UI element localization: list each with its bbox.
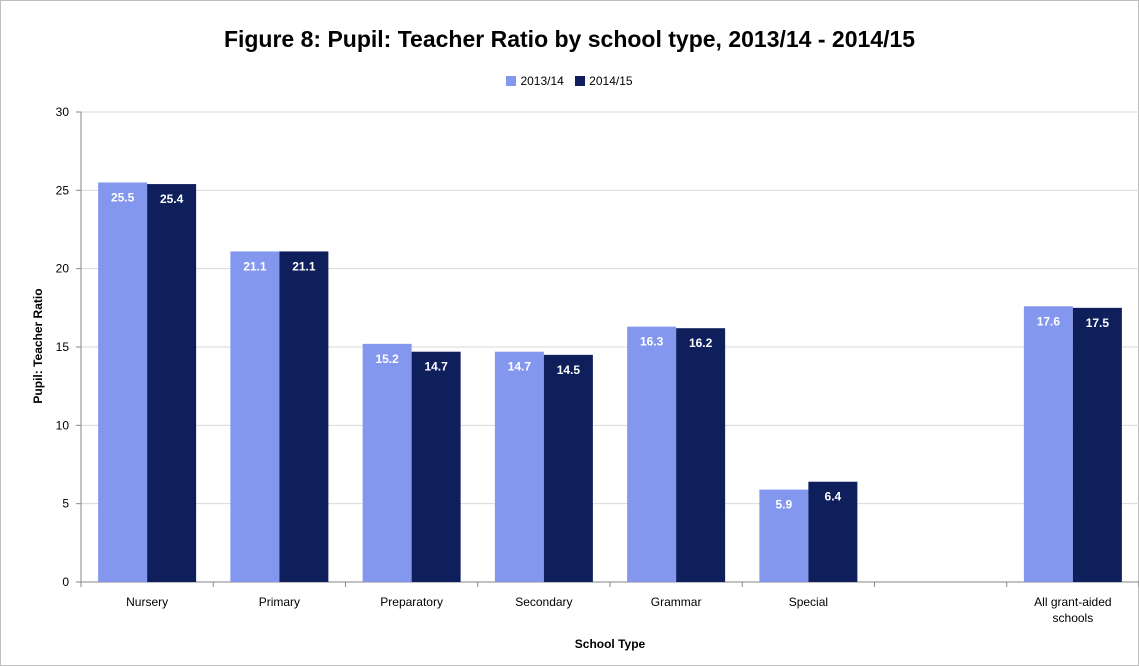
x-axis-label: School Type [574, 637, 646, 651]
y-tick-label: 15 [56, 340, 70, 354]
bar-data-label: 21.1 [292, 259, 316, 273]
bar [230, 251, 280, 582]
bar-data-label: 25.5 [111, 191, 135, 205]
bar [759, 489, 809, 582]
bar-data-label: 25.4 [160, 192, 184, 206]
x-tick-label: Nursery [126, 595, 168, 609]
bar [411, 351, 461, 582]
bar [147, 184, 197, 583]
legend-swatch-series-1 [506, 76, 517, 86]
bar-data-label: 17.6 [1037, 314, 1061, 328]
x-tick-label: Special [789, 595, 828, 609]
chart-title: Figure 8: Pupil: Teacher Ratio by school… [223, 26, 916, 52]
y-axis-label: Pupil: Teacher Ratio [31, 288, 45, 404]
bar-data-label: 5.9 [776, 498, 793, 512]
y-tick-label: 5 [62, 497, 69, 511]
bar [1023, 306, 1073, 582]
legend-label-series-1: 2013/14 [520, 74, 564, 88]
bar-data-label: 14.7 [508, 360, 532, 374]
x-tick-label: Secondary [515, 595, 572, 609]
legend-label-series-2: 2014/15 [589, 74, 633, 88]
bar [362, 343, 412, 582]
bar [279, 251, 329, 582]
bar [543, 354, 593, 582]
bar-data-label: 6.4 [825, 490, 842, 504]
y-tick-label: 0 [62, 575, 69, 589]
x-tick-label: Grammar [651, 595, 702, 609]
y-tick-label: 10 [56, 418, 70, 432]
legend-item-series-1: 2013/14 [506, 74, 564, 88]
bar [676, 328, 726, 582]
y-tick-label: 30 [56, 105, 70, 119]
chart-legend: 2013/14 2014/15 [0, 74, 1139, 89]
x-tick-label: Preparatory [380, 595, 443, 609]
x-tick-label: schools [1053, 611, 1094, 625]
bar-data-label: 14.7 [424, 360, 448, 374]
bar-data-label: 21.1 [243, 259, 267, 273]
bar [98, 182, 148, 582]
bar [1072, 307, 1122, 582]
y-tick-label: 20 [56, 262, 70, 276]
bar [494, 351, 544, 582]
x-tick-label: Primary [259, 595, 300, 609]
x-tick-label: All grant-aided [1034, 595, 1111, 609]
bar [808, 481, 858, 582]
legend-item-series-2: 2014/15 [575, 74, 633, 88]
bar [627, 326, 677, 582]
bar-data-label: 16.3 [640, 335, 664, 349]
y-tick-label: 25 [56, 183, 70, 197]
bar-data-label: 17.5 [1086, 316, 1110, 330]
bar-data-label: 15.2 [375, 352, 399, 366]
bar-data-label: 14.5 [557, 363, 581, 377]
bar-data-label: 16.2 [689, 336, 713, 350]
legend-swatch-series-2 [575, 76, 586, 86]
